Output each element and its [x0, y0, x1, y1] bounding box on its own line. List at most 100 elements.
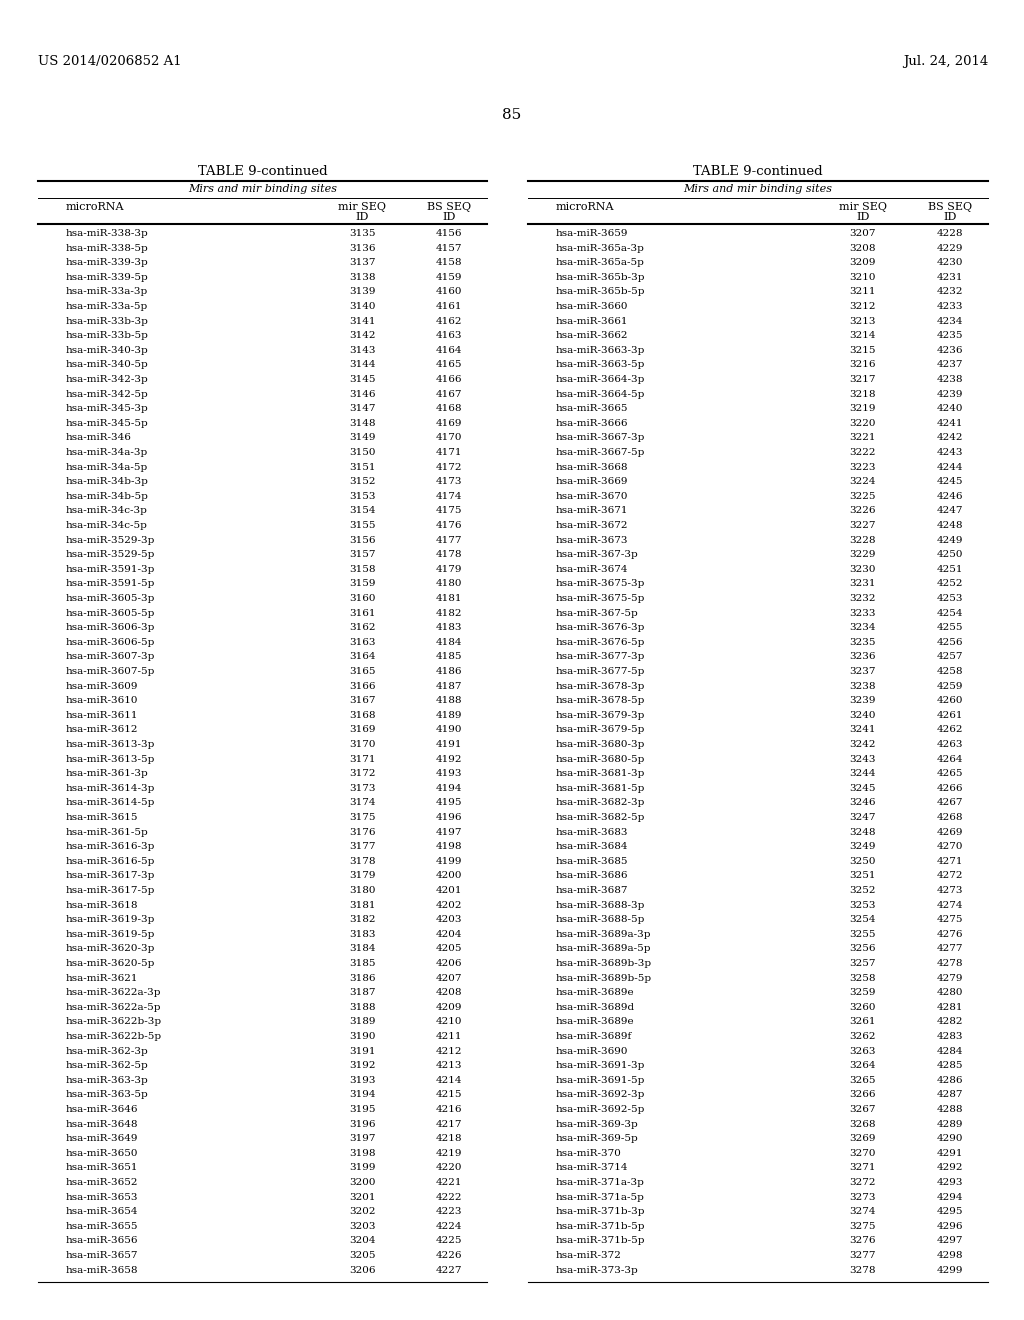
Text: 4194: 4194: [436, 784, 462, 793]
Text: 3148: 3148: [349, 418, 375, 428]
Text: hsa-miR-3677-5p: hsa-miR-3677-5p: [556, 667, 645, 676]
Text: 4243: 4243: [937, 447, 964, 457]
Text: Mirs and mir binding sites: Mirs and mir binding sites: [683, 183, 833, 194]
Text: 3246: 3246: [850, 799, 877, 808]
Text: 4264: 4264: [937, 755, 964, 763]
Text: hsa-miR-3607-5p: hsa-miR-3607-5p: [66, 667, 156, 676]
Text: 3276: 3276: [850, 1237, 877, 1245]
Text: 85: 85: [503, 108, 521, 121]
Text: hsa-miR-3650: hsa-miR-3650: [66, 1148, 138, 1158]
Text: hsa-miR-3674: hsa-miR-3674: [556, 565, 629, 574]
Text: hsa-miR-3671: hsa-miR-3671: [556, 507, 629, 515]
Text: mir SEQ: mir SEQ: [338, 202, 386, 213]
Text: hsa-miR-371b-3p: hsa-miR-371b-3p: [556, 1208, 645, 1216]
Text: TABLE 9-continued: TABLE 9-continued: [198, 165, 328, 178]
Text: 4176: 4176: [436, 521, 462, 531]
Text: hsa-miR-365a-5p: hsa-miR-365a-5p: [556, 259, 645, 267]
Text: hsa-miR-3663-5p: hsa-miR-3663-5p: [556, 360, 645, 370]
Text: 3222: 3222: [850, 447, 877, 457]
Text: 4169: 4169: [436, 418, 462, 428]
Text: 4240: 4240: [937, 404, 964, 413]
Text: hsa-miR-3617-3p: hsa-miR-3617-3p: [66, 871, 156, 880]
Text: hsa-miR-3609: hsa-miR-3609: [66, 681, 138, 690]
Text: 4274: 4274: [937, 900, 964, 909]
Text: 3139: 3139: [349, 288, 375, 297]
Text: 3160: 3160: [349, 594, 375, 603]
Text: 3228: 3228: [850, 536, 877, 545]
Text: 4296: 4296: [937, 1222, 964, 1230]
Text: 3271: 3271: [850, 1163, 877, 1172]
Text: 4299: 4299: [937, 1266, 964, 1275]
Text: 4266: 4266: [937, 784, 964, 793]
Text: 3152: 3152: [349, 478, 375, 486]
Text: 4283: 4283: [937, 1032, 964, 1041]
Text: 3243: 3243: [850, 755, 877, 763]
Text: hsa-miR-3689a-5p: hsa-miR-3689a-5p: [556, 944, 651, 953]
Text: 3260: 3260: [850, 1003, 877, 1012]
Text: 4272: 4272: [937, 871, 964, 880]
Text: 4175: 4175: [436, 507, 462, 515]
Text: 4165: 4165: [436, 360, 462, 370]
Text: 4205: 4205: [436, 944, 462, 953]
Text: 4163: 4163: [436, 331, 462, 341]
Text: 3193: 3193: [349, 1076, 375, 1085]
Text: 3191: 3191: [349, 1047, 375, 1056]
Text: 3149: 3149: [349, 433, 375, 442]
Text: 3208: 3208: [850, 244, 877, 252]
Text: 4292: 4292: [937, 1163, 964, 1172]
Text: 3162: 3162: [349, 623, 375, 632]
Text: hsa-miR-363-3p: hsa-miR-363-3p: [66, 1076, 148, 1085]
Text: 3136: 3136: [349, 244, 375, 252]
Text: 4228: 4228: [937, 228, 964, 238]
Text: 3146: 3146: [349, 389, 375, 399]
Text: 3150: 3150: [349, 447, 375, 457]
Text: 4222: 4222: [436, 1192, 462, 1201]
Text: 3248: 3248: [850, 828, 877, 837]
Text: 3213: 3213: [850, 317, 877, 326]
Text: 3237: 3237: [850, 667, 877, 676]
Text: 4188: 4188: [436, 696, 462, 705]
Text: 4262: 4262: [937, 726, 964, 734]
Text: 4182: 4182: [436, 609, 462, 618]
Text: 3238: 3238: [850, 681, 877, 690]
Text: 3176: 3176: [349, 828, 375, 837]
Text: 3244: 3244: [850, 770, 877, 779]
Text: 4263: 4263: [937, 741, 964, 748]
Text: 3185: 3185: [349, 960, 375, 968]
Text: 3196: 3196: [349, 1119, 375, 1129]
Text: 3236: 3236: [850, 652, 877, 661]
Text: hsa-miR-3654: hsa-miR-3654: [66, 1208, 138, 1216]
Text: 3140: 3140: [349, 302, 375, 312]
Text: 4220: 4220: [436, 1163, 462, 1172]
Text: 3168: 3168: [349, 710, 375, 719]
Text: hsa-miR-3664-5p: hsa-miR-3664-5p: [556, 389, 645, 399]
Text: 3163: 3163: [349, 638, 375, 647]
Text: hsa-miR-372: hsa-miR-372: [556, 1251, 622, 1261]
Text: 4161: 4161: [436, 302, 462, 312]
Text: 4167: 4167: [436, 389, 462, 399]
Text: 4268: 4268: [937, 813, 964, 822]
Text: 4208: 4208: [436, 989, 462, 997]
Text: 3227: 3227: [850, 521, 877, 531]
Text: hsa-miR-34c-3p: hsa-miR-34c-3p: [66, 507, 147, 515]
Text: 3251: 3251: [850, 871, 877, 880]
Text: 3214: 3214: [850, 331, 877, 341]
Text: hsa-miR-371a-3p: hsa-miR-371a-3p: [556, 1177, 645, 1187]
Text: hsa-miR-3670: hsa-miR-3670: [556, 492, 629, 500]
Text: 3225: 3225: [850, 492, 877, 500]
Text: hsa-miR-3679-5p: hsa-miR-3679-5p: [556, 726, 645, 734]
Text: 4280: 4280: [937, 989, 964, 997]
Text: hsa-miR-3621: hsa-miR-3621: [66, 974, 138, 982]
Text: hsa-miR-342-3p: hsa-miR-342-3p: [66, 375, 148, 384]
Text: 4221: 4221: [436, 1177, 462, 1187]
Text: 3157: 3157: [349, 550, 375, 560]
Text: 3198: 3198: [349, 1148, 375, 1158]
Text: 4158: 4158: [436, 259, 462, 267]
Text: 4230: 4230: [937, 259, 964, 267]
Text: 4159: 4159: [436, 273, 462, 281]
Text: 3264: 3264: [850, 1061, 877, 1071]
Text: hsa-miR-3657: hsa-miR-3657: [66, 1251, 138, 1261]
Text: 3206: 3206: [349, 1266, 375, 1275]
Text: 4234: 4234: [937, 317, 964, 326]
Text: 4275: 4275: [937, 915, 964, 924]
